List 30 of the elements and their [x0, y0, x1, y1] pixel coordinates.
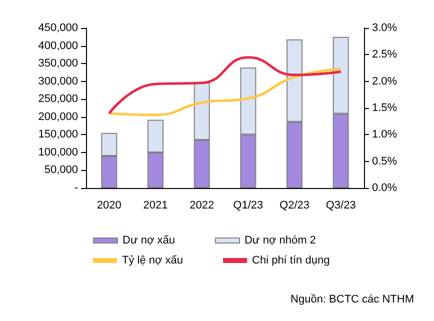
y2-tick-label: 3.0%: [372, 22, 398, 34]
line-series: [108, 56, 342, 115]
y2-tick-label: 1.5%: [372, 102, 398, 114]
y-tick-label: 400,000: [38, 40, 78, 52]
y-tick-label: 200,000: [38, 110, 78, 123]
x-tick-label: Q1/23: [233, 200, 264, 212]
y2-tick-label: 2.5%: [372, 48, 398, 61]
x-tick-label: 2020: [96, 200, 122, 212]
y-tick-label: -: [74, 182, 78, 194]
y-tick-label: 50,000: [44, 164, 78, 176]
y2-tick-label: 0.0%: [372, 182, 398, 194]
line-series: [108, 68, 342, 116]
y2-tick-label: 1.0%: [372, 128, 398, 141]
legend-label: Tỷ lệ nợ xấu: [122, 254, 184, 266]
y-tick-label: 100,000: [38, 146, 78, 158]
legend-label: Chi phí tín dụng: [252, 254, 330, 266]
y-tick-label: 300,000: [38, 75, 78, 88]
y-tick-label: 350,000: [38, 58, 78, 70]
legend-label: Dư nợ xấu: [122, 234, 175, 246]
y2-tick-label: 0.5%: [372, 155, 398, 168]
y-tick-label: 150,000: [38, 128, 78, 141]
x-tick-label: 2022: [190, 200, 214, 212]
legend-label: Dư nợ nhóm 2: [244, 234, 316, 246]
y2-tick-label: 2.0%: [372, 75, 398, 88]
y-tick-label: 450,000: [38, 22, 78, 34]
x-tick-label: 2021: [143, 200, 168, 212]
x-tick-label: Q3/23: [326, 200, 356, 212]
x-tick-label: Q2/23: [280, 200, 310, 212]
text: Nguồn: BCTC các NTHM: [290, 294, 414, 306]
y-tick-label: 250,000: [38, 93, 78, 106]
